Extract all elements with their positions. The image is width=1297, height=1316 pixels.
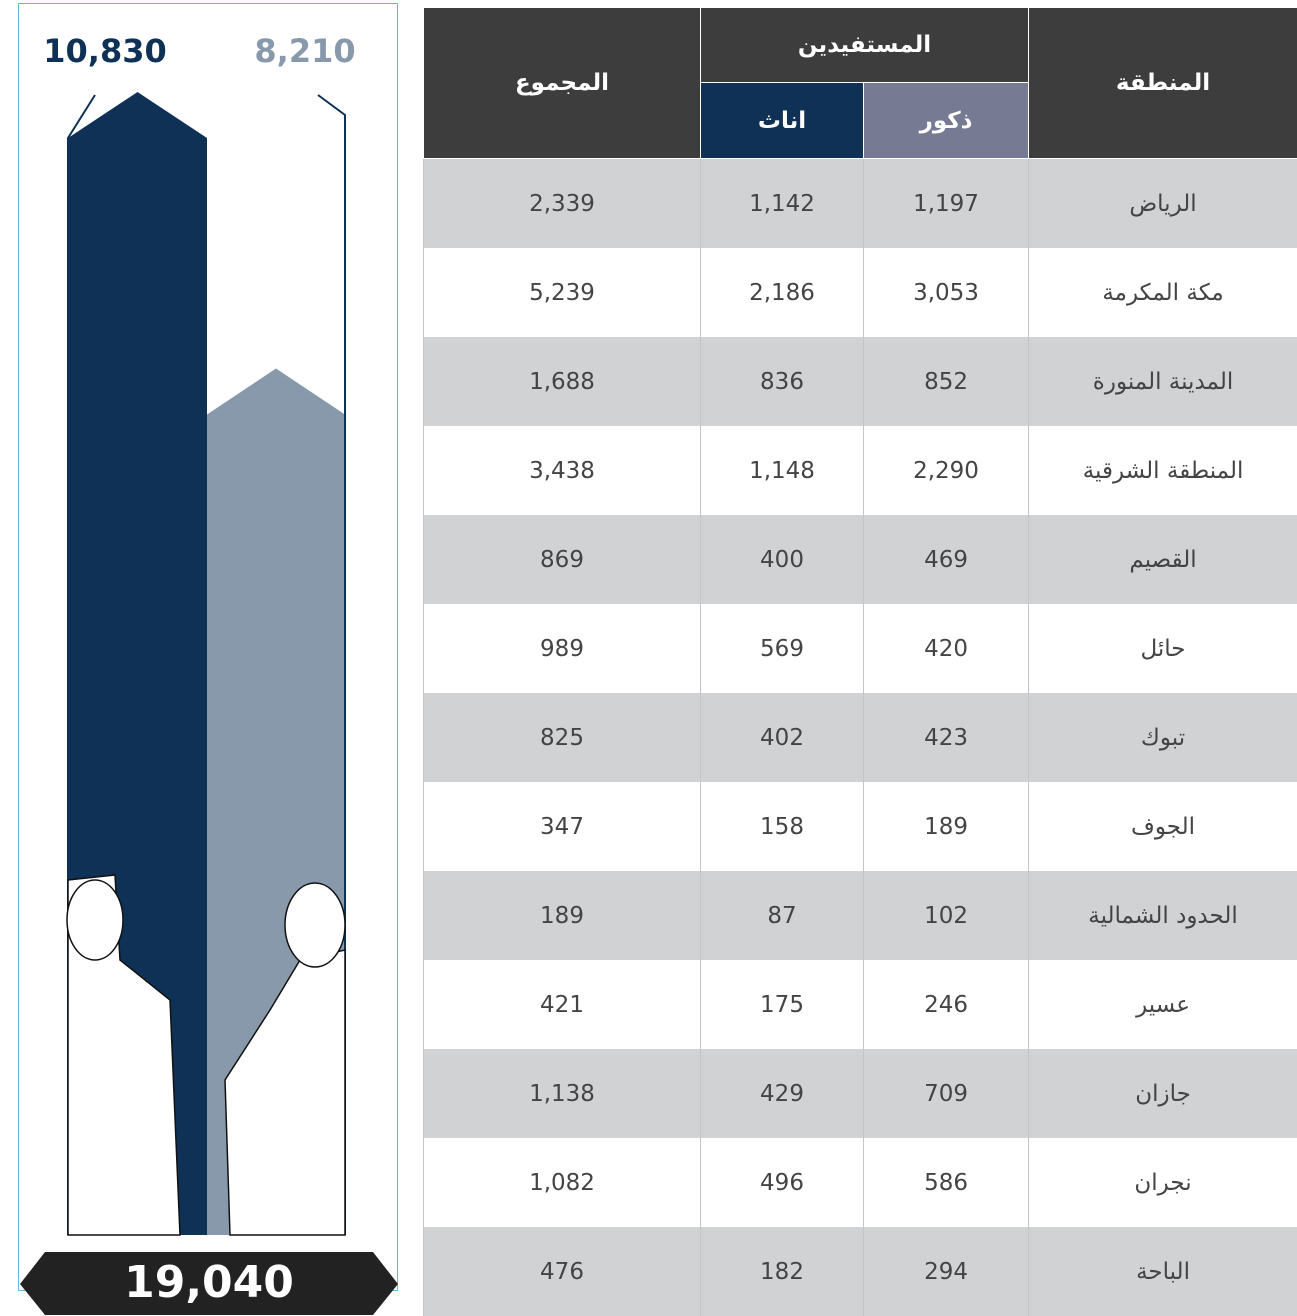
total-cell: 3,438	[424, 426, 701, 515]
male-cell: 852	[864, 337, 1029, 426]
male-cell: 246	[864, 960, 1029, 1049]
data-table: المنطقة المستفيدين المجموع ذكور اناث الر…	[423, 7, 1297, 1316]
header-region: المنطقة	[1029, 8, 1297, 159]
female-cell: 182	[701, 1227, 864, 1316]
total-cell: 476	[424, 1227, 701, 1316]
header-total: المجموع	[424, 8, 701, 159]
male-cell: 586	[864, 1138, 1029, 1227]
female-cell: 402	[701, 693, 864, 782]
region-cell: المنطقة الشرقية	[1029, 426, 1297, 515]
female-cell: 2,186	[701, 248, 864, 337]
region-cell: القصيم	[1029, 515, 1297, 604]
region-cell: مكة المكرمة	[1029, 248, 1297, 337]
region-cell: الجوف	[1029, 782, 1297, 871]
female-cell: 1,148	[701, 426, 864, 515]
male-cell: 709	[864, 1049, 1029, 1138]
female-cell: 400	[701, 515, 864, 604]
region-cell: جازان	[1029, 1049, 1297, 1138]
male-cell: 1,197	[864, 159, 1029, 249]
total-cell: 989	[424, 604, 701, 693]
region-cell: المدينة المنورة	[1029, 337, 1297, 426]
female-cell: 158	[701, 782, 864, 871]
grand-total: 19,040	[124, 1257, 294, 1308]
header-beneficiaries: المستفيدين	[701, 8, 1029, 83]
male-cell: 2,290	[864, 426, 1029, 515]
region-cell: عسير	[1029, 960, 1297, 1049]
total-cell: 421	[424, 960, 701, 1049]
female-cell: 836	[701, 337, 864, 426]
female-cell: 496	[701, 1138, 864, 1227]
total-cell: 1,688	[424, 337, 701, 426]
male-cell: 102	[864, 871, 1029, 960]
total-cell: 189	[424, 871, 701, 960]
male-cell: 423	[864, 693, 1029, 782]
male-cell: 469	[864, 515, 1029, 604]
female-cell: 429	[701, 1049, 864, 1138]
total-cell: 2,339	[424, 159, 701, 249]
total-cell: 825	[424, 693, 701, 782]
female-cell: 569	[701, 604, 864, 693]
region-cell: حائل	[1029, 604, 1297, 693]
female-cell: 87	[701, 871, 864, 960]
region-cell: الحدود الشمالية	[1029, 871, 1297, 960]
header-male: ذكور	[864, 83, 1029, 159]
region-cell: نجران	[1029, 1138, 1297, 1227]
total-cell: 347	[424, 782, 701, 871]
total-cell: 1,138	[424, 1049, 701, 1138]
female-cell: 1,142	[701, 159, 864, 249]
summary-panel: 10,830 8,210 19,040	[0, 0, 400, 1315]
total-cell: 5,239	[424, 248, 701, 337]
region-cell: الباحة	[1029, 1227, 1297, 1316]
male-total: 8,210	[254, 32, 355, 70]
female-total: 10,830	[43, 32, 166, 70]
header-female: اناث	[701, 83, 864, 159]
region-cell: الرياض	[1029, 159, 1297, 249]
region-cell: تبوك	[1029, 693, 1297, 782]
male-cell: 3,053	[864, 248, 1029, 337]
total-cell: 1,082	[424, 1138, 701, 1227]
male-cell: 294	[864, 1227, 1029, 1316]
male-cell: 420	[864, 604, 1029, 693]
male-cell: 189	[864, 782, 1029, 871]
female-cell: 175	[701, 960, 864, 1049]
total-cell: 869	[424, 515, 701, 604]
